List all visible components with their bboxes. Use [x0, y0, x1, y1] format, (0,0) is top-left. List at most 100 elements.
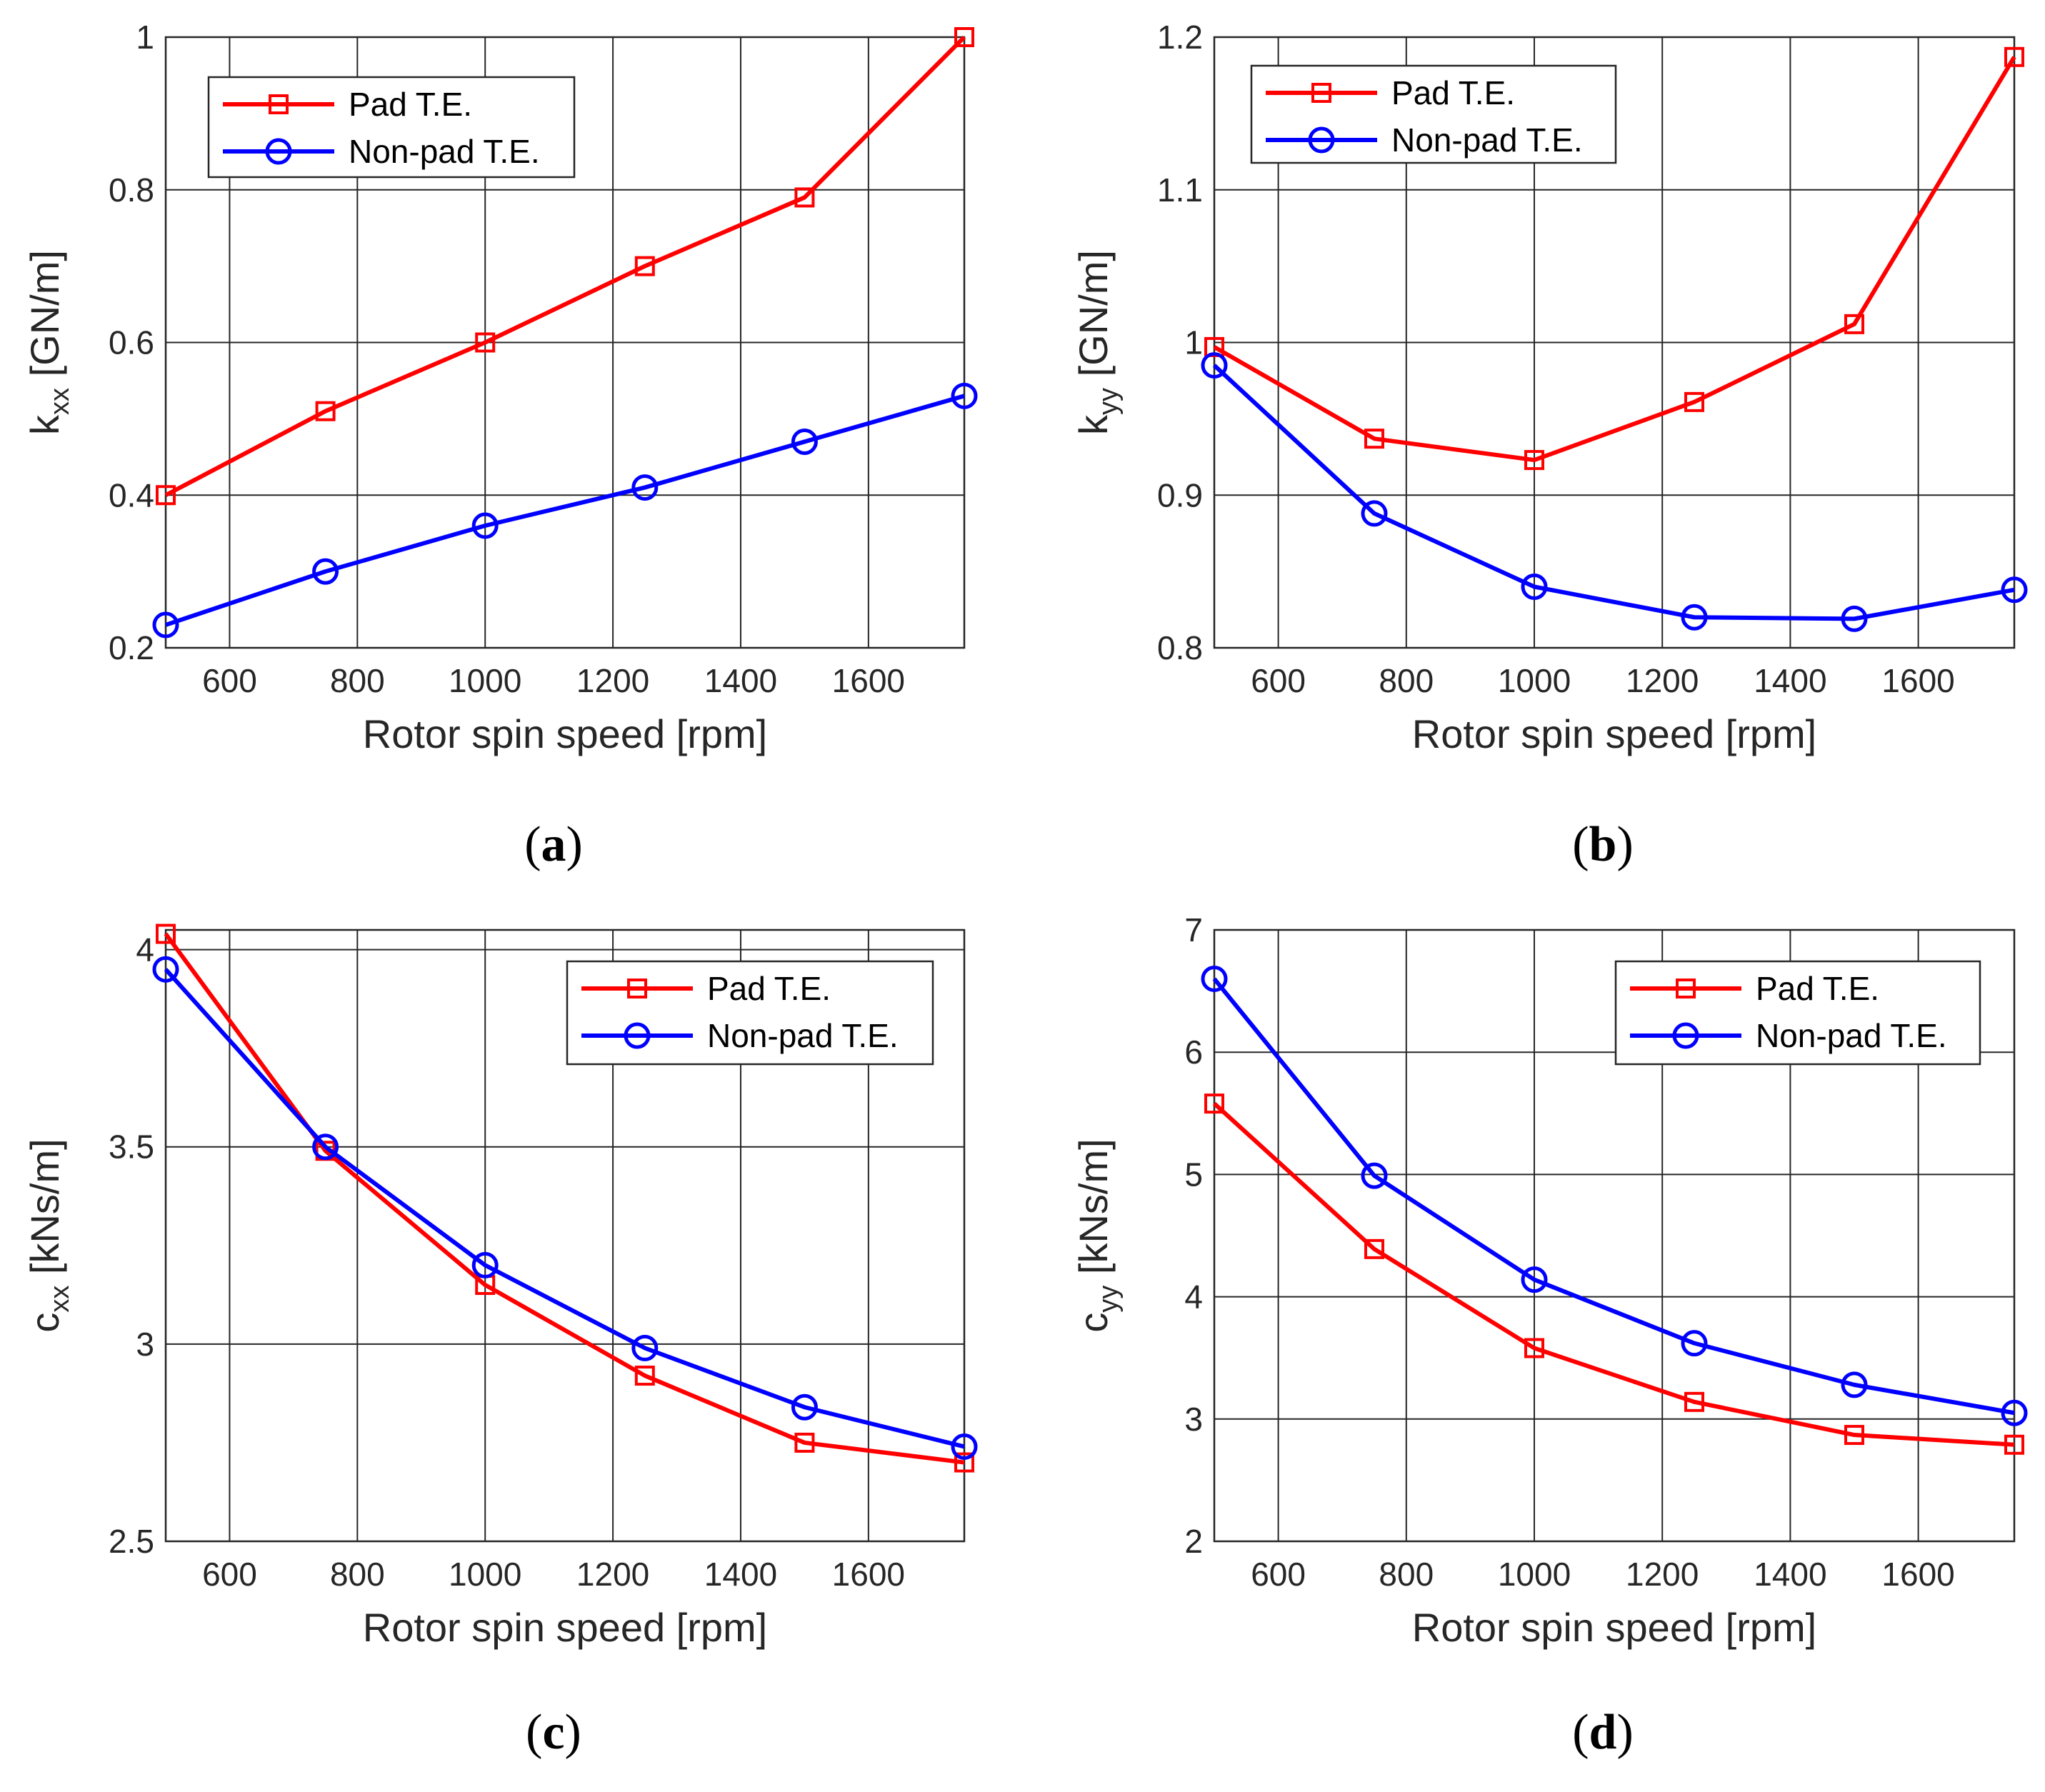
data-point — [794, 1432, 815, 1453]
y-tick-label: 0.8 — [1157, 629, 1203, 666]
series-line — [164, 968, 965, 1449]
y-tick-label: 2.5 — [109, 1523, 154, 1560]
x-tick-label: 1600 — [832, 662, 905, 699]
x-tick-label: 800 — [330, 1556, 385, 1593]
y-tick-label: 4 — [1184, 1278, 1203, 1316]
x-tick-label: 1000 — [449, 662, 521, 699]
legend-circle-marker — [265, 138, 292, 165]
data-point — [794, 187, 815, 208]
legend-entry-label: Non-pad T.E. — [1391, 121, 1583, 159]
data-point — [471, 512, 499, 539]
data-point — [951, 1433, 978, 1460]
x-tick-label: 600 — [202, 1556, 257, 1593]
y-tick-label: 0.6 — [109, 324, 154, 361]
x-axis-label: Rotor spin speed [rpm] — [363, 711, 767, 756]
data-point — [1201, 352, 1228, 379]
data-point — [634, 256, 655, 276]
chart-panel-a: 600 800 1000 1200 1400 1600 0.2 0.4 0.6 0.8 1 Rotor… — [22, 19, 978, 872]
data-point — [312, 1133, 339, 1161]
series-pad — [156, 27, 974, 506]
data-point — [315, 401, 336, 421]
data-point — [1684, 391, 1704, 412]
data-point — [631, 474, 659, 501]
y-tick-label: 1 — [1184, 324, 1203, 361]
y-tick-label: 6 — [1184, 1033, 1203, 1071]
y-tick-label: 3.5 — [109, 1128, 154, 1166]
legend-circle-marker — [1672, 1022, 1699, 1049]
x-tick-label: 600 — [1251, 662, 1306, 699]
y-axis-label: cyy [kNs/m] — [1071, 1138, 1124, 1332]
panel-caption: (d) — [1572, 1705, 1634, 1760]
legend-square-marker — [1676, 978, 1696, 998]
data-point — [1681, 604, 1708, 631]
data-point — [1521, 574, 1548, 600]
data-point — [152, 956, 179, 983]
x-tick-label: 1400 — [1754, 662, 1826, 699]
legend-square-marker — [1311, 83, 1331, 103]
y-axis-label: kyy [GN/m] — [1071, 250, 1124, 435]
data-point — [634, 1366, 655, 1386]
legend: Pad T.E. Non-pad T.E. — [207, 76, 576, 179]
y-tick-label: 2 — [1184, 1523, 1203, 1560]
chart-panel-b: 600 800 1000 1200 1400 1600 0.8 0.9 1 1.1 1.2 Rotor… — [1071, 19, 2028, 872]
data-point — [2004, 46, 2024, 67]
y-tick-label: 0.9 — [1157, 476, 1203, 514]
series-line — [1213, 56, 2016, 463]
chart-panel-d: 600 800 1000 1200 1400 1600 2 3 4 5 6 7 Rotor spin s… — [1071, 911, 2028, 1760]
x-tick-label: 800 — [1379, 662, 1434, 699]
data-point — [1841, 605, 1868, 632]
series-nonpad — [152, 956, 978, 1460]
x-tick-label: 1000 — [1498, 662, 1571, 699]
x-tick-label: 1600 — [832, 1556, 905, 1593]
y-tick-label: 0.4 — [109, 476, 154, 514]
series-nonpad — [1201, 965, 2028, 1426]
data-point — [156, 485, 176, 506]
x-tick-label: 1000 — [449, 1556, 521, 1593]
legend-entry-label: Pad T.E. — [1756, 970, 1879, 1007]
data-point — [471, 1251, 499, 1278]
x-axis-label: Rotor spin speed [rpm] — [1412, 711, 1816, 756]
legend-entry-label: Non-pad T.E. — [1756, 1017, 1947, 1054]
panel-caption: (b) — [1572, 817, 1634, 872]
data-point — [791, 1393, 818, 1421]
data-point — [1841, 1371, 1868, 1398]
series-line — [1212, 364, 2015, 621]
data-point — [2004, 1434, 2024, 1455]
x-tick-label: 1200 — [1626, 1556, 1699, 1593]
data-point — [951, 382, 978, 409]
x-tick-label: 600 — [1251, 1556, 1306, 1593]
data-point — [1364, 1238, 1384, 1259]
data-point — [152, 611, 179, 639]
x-tick-label: 1400 — [704, 662, 777, 699]
y-tick-label: 1.1 — [1157, 171, 1203, 209]
chart-panel-c: 600 800 1000 1200 1400 1600 2.5 3 3.5 4 Rotor spin… — [22, 923, 978, 1760]
x-tick-label: 1600 — [1881, 1556, 1954, 1593]
data-point — [1524, 450, 1544, 471]
data-point — [1681, 1330, 1708, 1357]
legend: Pad T.E. Non-pad T.E. — [1614, 960, 1981, 1066]
panel-caption: (c) — [526, 1705, 581, 1760]
x-tick-label: 1400 — [704, 1556, 777, 1593]
y-tick-label: 1 — [136, 19, 154, 56]
data-point — [954, 27, 974, 47]
legend-square-marker — [269, 94, 289, 114]
legend: Pad T.E. Non-pad T.E. — [1250, 64, 1617, 164]
legend-circle-marker — [624, 1022, 651, 1049]
data-point — [791, 428, 818, 455]
series-pad — [1204, 1093, 2024, 1455]
data-point — [1844, 314, 1864, 334]
legend: Pad T.E. Non-pad T.E. — [566, 960, 934, 1066]
series-pad — [1204, 46, 2024, 471]
x-tick-label: 1200 — [576, 1556, 649, 1593]
data-point — [1204, 1093, 1224, 1114]
data-point — [1684, 1391, 1704, 1412]
y-tick-label: 0.2 — [109, 629, 154, 666]
series-line — [1212, 1101, 2015, 1447]
axes-box — [1213, 928, 2016, 1543]
axes-box — [164, 928, 966, 1543]
data-point — [2001, 576, 2028, 604]
x-axis-label: Rotor spin speed [rpm] — [363, 1605, 767, 1650]
x-tick-label: 800 — [330, 662, 385, 699]
legend-entry-label: Non-pad T.E. — [707, 1017, 899, 1054]
